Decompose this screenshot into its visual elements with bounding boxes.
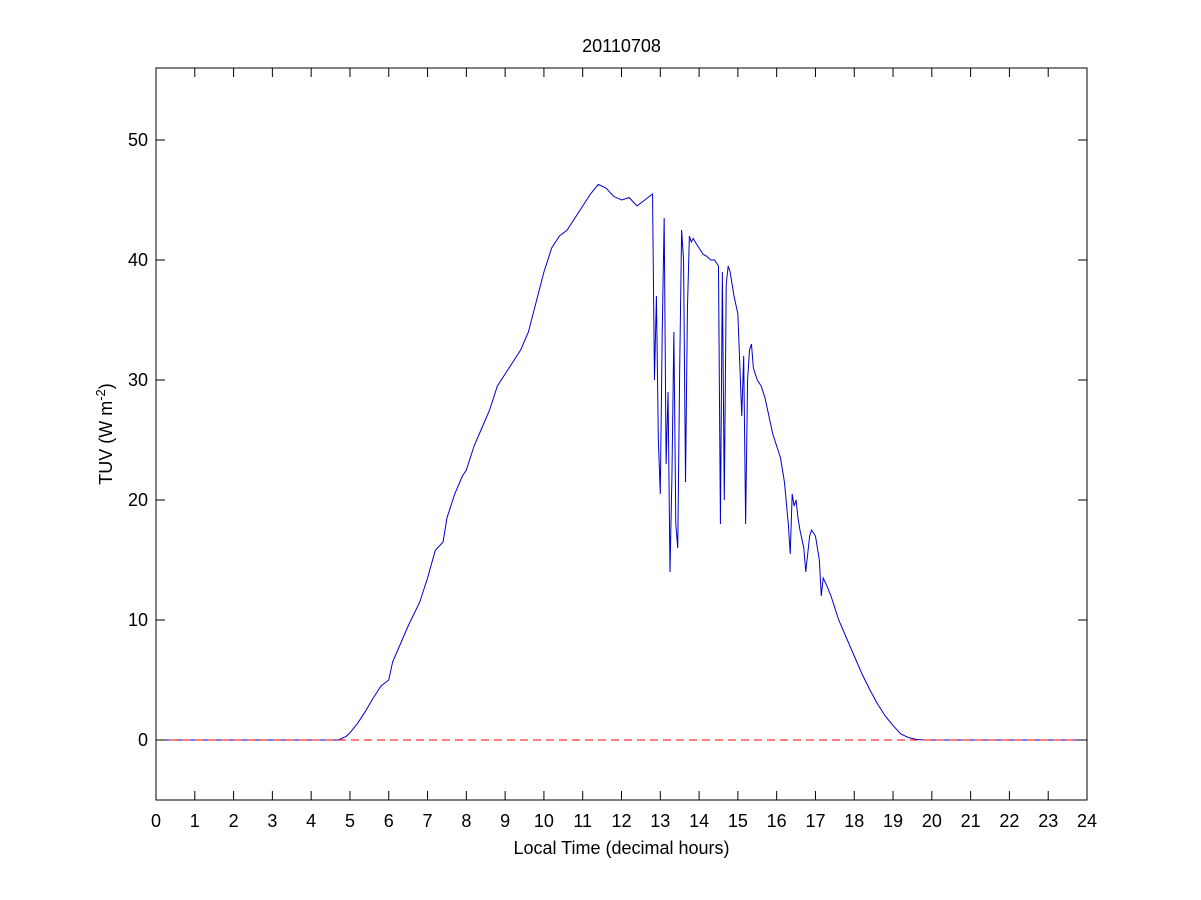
x-tick-label: 12 [611,811,631,831]
x-tick-label: 11 [573,811,592,831]
x-axis-title: Local Time (decimal hours) [513,838,729,858]
plot-frame [155,67,1088,801]
x-tick-label: 21 [961,811,981,831]
y-axis-title-main: TUV (W m [96,401,116,485]
x-tick-label: 13 [650,811,670,831]
x-tick-label: 1 [190,811,200,831]
x-tick-label: 7 [423,811,433,831]
x-tick-label: 16 [767,811,787,831]
x-tick-label: 2 [229,811,239,831]
x-tick-label: 4 [306,811,316,831]
x-tick-label: 19 [883,811,903,831]
x-tick-label: 3 [267,811,277,831]
x-tick-label: 5 [345,811,355,831]
chart-title: 20110708 [582,36,661,56]
x-tick-label: 0 [151,811,161,831]
x-tick-label: 18 [844,811,864,831]
y-tick-label: 30 [128,370,148,390]
y-tick-label: 0 [138,730,148,750]
x-tick-label: 9 [500,811,510,831]
x-tick-label: 14 [689,811,709,831]
x-tick-label: 24 [1077,811,1097,831]
x-tick-label: 22 [999,811,1019,831]
x-tick-label: 17 [805,811,825,831]
x-tick-label: 6 [384,811,394,831]
y-axis-ticks: 0 10 20 30 40 50 [128,130,1087,750]
y-axis-title: TUV (W m-2) [93,383,117,485]
plot-area [155,67,1088,801]
y-axis-title-close: ) [96,383,116,389]
x-tick-label: 23 [1038,811,1058,831]
x-tick-label: 20 [922,811,942,831]
series-layer [156,183,1087,741]
x-axis-ticks: 0 1 2 3 4 5 6 7 8 9 10 11 12 13 14 15 16 17 18 19 20 21 22 23 24 [151,68,1097,831]
x-tick-label: 15 [728,811,748,831]
y-tick-label: 10 [128,610,148,630]
x-tick-label: 10 [534,811,554,831]
y-tick-label: 20 [128,490,148,510]
y-axis-title-exponent: -2 [93,389,108,401]
tuv-series-line [156,183,1087,741]
y-tick-label: 40 [128,250,148,270]
x-tick-label: 8 [461,811,471,831]
y-tick-label: 50 [128,130,148,150]
